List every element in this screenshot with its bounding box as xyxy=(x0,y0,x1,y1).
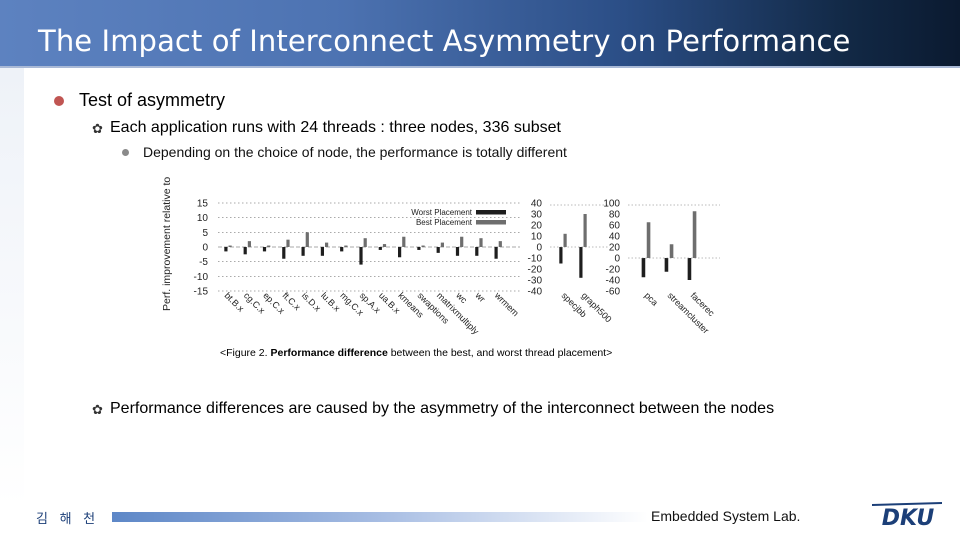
small-bullet-icon xyxy=(122,149,129,156)
x-tick-label: pca xyxy=(643,290,660,307)
slide-title: The Impact of Interconnect Asymmetry on … xyxy=(38,24,851,58)
bar-best xyxy=(267,245,271,247)
bar-worst xyxy=(301,247,305,256)
footer-bar xyxy=(112,512,648,522)
y-tick-label: -30 xyxy=(528,276,543,287)
bar-worst xyxy=(687,258,692,280)
figure-caption: <Figure 2. Performance difference betwee… xyxy=(220,347,612,359)
legend-swatch-worst xyxy=(476,210,506,215)
bar-best xyxy=(382,244,387,247)
performance-chart: Perf. improvement relative to average pl… xyxy=(161,176,720,337)
bar-worst xyxy=(243,247,247,255)
bullet-threads-description: Each application runs with 24 threads : … xyxy=(110,119,561,136)
y-tick-label: -60 xyxy=(606,287,621,298)
flower-bullet-icon: ✿ xyxy=(92,121,103,136)
bar-worst xyxy=(417,247,421,250)
bar-best xyxy=(402,236,406,247)
bar-worst xyxy=(359,247,363,265)
y-tick-label: -40 xyxy=(528,287,543,298)
bar-worst xyxy=(559,247,563,264)
x-tick-label: is.D.x xyxy=(300,290,323,313)
bar-worst xyxy=(378,247,382,250)
bar-best xyxy=(325,242,329,247)
bar-best xyxy=(460,236,464,247)
bar-worst xyxy=(398,247,402,258)
legend-label-best: Best Placement xyxy=(416,218,473,227)
y-tick-label: 10 xyxy=(197,213,209,224)
y-tick-label: -5 xyxy=(199,257,208,268)
y-tick-label: 0 xyxy=(536,243,542,254)
y-tick-label: -15 xyxy=(194,287,209,298)
bullet-test-of-asymmetry: Test of asymmetry xyxy=(79,90,226,110)
bar-best xyxy=(692,211,697,258)
y-tick-label: 100 xyxy=(603,199,620,210)
x-tick-label: wr xyxy=(473,290,487,304)
bar-best xyxy=(305,232,309,247)
y-axis-label: Perf. improvement relative to average pl… xyxy=(161,176,173,311)
x-tick-label: bt.B.x xyxy=(223,290,247,314)
bar-best xyxy=(479,238,483,247)
y-tick-label: 10 xyxy=(531,232,543,243)
bar-worst xyxy=(641,258,646,278)
y-tick-label: 80 xyxy=(609,210,621,221)
left-decoration xyxy=(0,68,24,508)
bar-best xyxy=(440,242,444,247)
dku-logo-icon: DKU xyxy=(872,502,942,528)
bar-best xyxy=(646,222,651,258)
bar-best xyxy=(228,245,232,247)
title-divider xyxy=(0,66,960,68)
caption-bold: Performance difference xyxy=(270,347,388,359)
bar-worst xyxy=(320,247,324,256)
x-tick-label: streamcluster xyxy=(666,290,711,335)
bar-best xyxy=(421,245,425,247)
footer-author: 김 해 천 xyxy=(36,511,100,526)
bullet-circle-icon xyxy=(54,96,64,106)
flower-bullet-icon: ✿ xyxy=(92,402,103,417)
footer-lab-name: Embedded System Lab. xyxy=(651,508,801,524)
legend-label-worst: Worst Placement xyxy=(411,208,473,217)
bullet-interconnect-asymmetry: Performance differences are caused by th… xyxy=(110,400,775,417)
bar-best xyxy=(344,245,348,247)
bar-worst xyxy=(455,247,460,256)
y-tick-label: 0 xyxy=(614,254,620,265)
x-tick-label: wrmem xyxy=(492,290,521,319)
bar-worst xyxy=(664,258,669,272)
y-tick-label: 5 xyxy=(202,228,208,239)
bullet-node-choice: Depending on the choice of node, the per… xyxy=(143,144,567,160)
y-tick-label: 0 xyxy=(202,243,208,254)
bar-worst xyxy=(475,247,479,256)
logo-text: DKU xyxy=(882,506,935,528)
bar-worst xyxy=(262,247,267,252)
bar-worst xyxy=(494,247,498,259)
bar-best xyxy=(669,244,674,258)
bar-best xyxy=(363,238,367,247)
y-tick-label: 40 xyxy=(531,199,543,210)
bar-worst xyxy=(436,247,440,253)
bar-best xyxy=(247,241,251,247)
y-tick-label: 40 xyxy=(609,232,621,243)
y-tick-label: 30 xyxy=(531,210,543,221)
caption-after: between the best, and worst thread place… xyxy=(387,347,613,359)
legend-swatch-best xyxy=(476,220,506,225)
y-tick-label: 20 xyxy=(609,243,621,254)
bar-best xyxy=(583,214,587,247)
y-tick-label: -40 xyxy=(606,276,621,287)
y-tick-label: -10 xyxy=(528,254,543,265)
y-tick-label: -20 xyxy=(528,265,543,276)
title-bar: The Impact of Interconnect Asymmetry on … xyxy=(0,0,960,66)
bar-best xyxy=(286,239,290,247)
caption-before: <Figure 2. xyxy=(220,347,271,359)
bar-worst xyxy=(579,247,583,278)
bar-worst xyxy=(282,247,286,259)
bar-best xyxy=(498,241,502,247)
y-tick-label: 15 xyxy=(197,199,209,210)
y-tick-label: 20 xyxy=(531,221,543,232)
x-tick-label: lu.B.x xyxy=(319,290,342,313)
bar-best xyxy=(563,233,567,247)
bar-worst xyxy=(340,247,344,252)
y-tick-label: -20 xyxy=(606,265,621,276)
y-tick-label: -10 xyxy=(194,272,209,283)
y-tick-label: 60 xyxy=(609,221,621,232)
bar-worst xyxy=(224,247,228,252)
